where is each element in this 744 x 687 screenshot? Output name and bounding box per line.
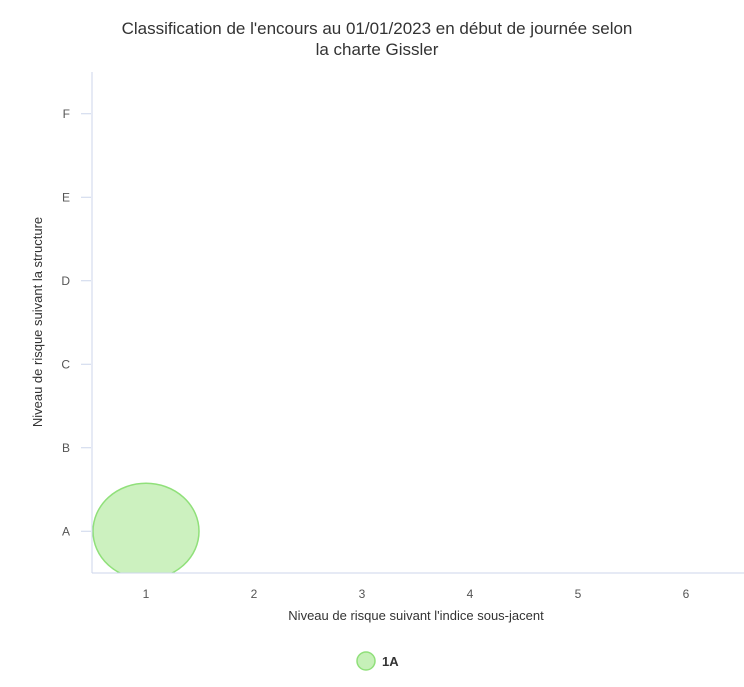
y-axis-ticks: A B C D E F [61,107,91,538]
y-tick-label-C: C [61,357,70,371]
legend-label-1A[interactable]: 1A [382,654,399,669]
x-tick-label-2: 2 [251,587,258,601]
legend[interactable]: 1A [356,651,399,671]
chart-title: Classification de l'encours au 01/01/202… [122,19,633,38]
plot-area [92,482,200,579]
legend-marker-1A[interactable] [356,651,376,671]
chart-title-line2: la charte Gissler [316,40,439,59]
y-tick-label-F: F [63,107,70,121]
y-tick-label-D: D [61,274,70,288]
x-axis-ticks: 1 2 3 4 5 6 [143,587,690,601]
x-axis-label: Niveau de risque suivant l'indice sous-j… [288,608,544,623]
y-tick-label-B: B [62,441,70,455]
y-axis-label: Niveau de risque suivant la structure [30,217,45,427]
bubble-1A[interactable] [92,482,200,579]
y-tick-label-A: A [62,524,70,538]
y-tick-label-E: E [62,190,70,204]
x-tick-label-1: 1 [143,587,150,601]
x-tick-label-6: 6 [683,587,690,601]
x-tick-label-3: 3 [359,587,366,601]
x-tick-label-5: 5 [575,587,582,601]
x-tick-label-4: 4 [467,587,474,601]
